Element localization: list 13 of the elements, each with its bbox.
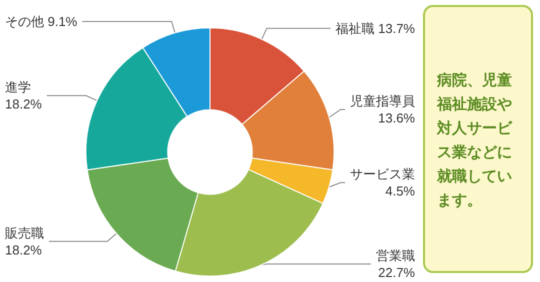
data-label: 22.7% <box>378 265 416 280</box>
slice-label: その他 9.1% <box>5 14 78 29</box>
data-label: 4.5% <box>385 184 416 199</box>
slice-label: 販売職 <box>5 225 44 240</box>
data-label: 18.2% <box>5 96 42 112</box>
slice-label: 児童指導員 <box>350 93 415 108</box>
slice-label: 営業職 <box>376 248 415 263</box>
slice-label: サービス業 <box>350 166 415 182</box>
data-label: 18.2% <box>5 242 42 258</box>
data-label: 13.6% <box>378 110 416 126</box>
slice-label: 進学 <box>5 80 31 95</box>
slice-label: 福祉職 13.7% <box>336 20 416 36</box>
text: 病院、児童福祉施設や対人サービス業などに就職しています。 <box>437 70 514 211</box>
